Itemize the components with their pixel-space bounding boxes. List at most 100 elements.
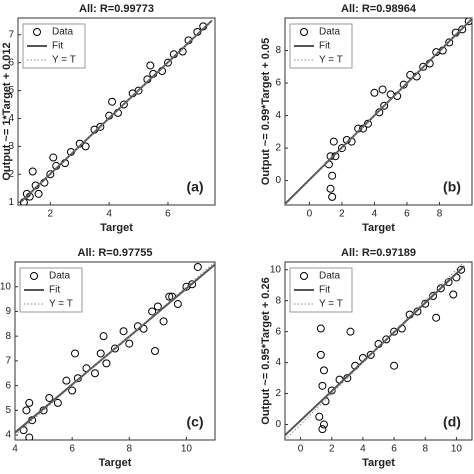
data-point xyxy=(119,327,128,336)
data-point xyxy=(119,100,128,109)
x-tick-label: 10 xyxy=(451,444,463,455)
data-point xyxy=(359,124,368,133)
data-point xyxy=(399,80,408,89)
y-axis-label: Output ~= 0.95*Target + 0.26 xyxy=(260,277,272,424)
data-point xyxy=(380,101,389,110)
data-point xyxy=(444,278,453,287)
title: All: R=0.98964 xyxy=(341,3,417,15)
data-point xyxy=(45,393,54,402)
data-point xyxy=(46,170,55,179)
panel-label-box xyxy=(436,177,468,199)
y-tick-label: 2 xyxy=(275,143,281,154)
plot-content xyxy=(285,262,466,440)
legend-label: Fit xyxy=(52,41,63,52)
legend-marker xyxy=(300,272,308,280)
data-point xyxy=(329,137,338,146)
legend-label: Data xyxy=(49,271,71,282)
fit-line xyxy=(15,263,215,434)
x-tick-label: 2 xyxy=(339,209,345,220)
data-point xyxy=(449,290,458,299)
legend-label: Fit xyxy=(319,285,330,296)
data-point xyxy=(22,406,31,415)
x-tick-label: 4 xyxy=(372,209,378,220)
data-point xyxy=(68,386,77,395)
fit-line xyxy=(285,18,472,205)
data-point xyxy=(73,374,82,383)
data-point xyxy=(343,374,352,383)
legend-label: Y = T xyxy=(319,55,343,66)
legend-label: Y = T xyxy=(319,299,343,310)
data-point xyxy=(457,265,466,274)
panel: All: R=0.97189 Target Output ~= 0.95*Targe… xyxy=(260,247,473,469)
data-point xyxy=(382,335,391,344)
y-tick-label: 1 xyxy=(8,197,14,208)
x-tick-label: 10 xyxy=(181,444,193,455)
data-point xyxy=(458,25,467,34)
x-axis-label: Target xyxy=(100,222,133,234)
y-tick-label: 6 xyxy=(8,57,14,68)
data-point xyxy=(316,324,325,333)
data-point xyxy=(151,347,159,355)
title: All: R=0.97755 xyxy=(78,247,153,259)
y-tick-label: 4 xyxy=(8,113,14,124)
data-point xyxy=(49,153,58,162)
x-tick-label: 0 xyxy=(298,444,304,455)
data-point xyxy=(159,317,168,326)
y-tick-label: 0 xyxy=(275,175,281,186)
y-tick-label: 4 xyxy=(275,110,281,121)
data-point xyxy=(432,313,441,322)
x-tick-label: 8 xyxy=(127,444,133,455)
legend-label: Y = T xyxy=(52,55,76,66)
x-tick-label: 6 xyxy=(404,209,410,220)
plot-content xyxy=(15,262,215,440)
data-point xyxy=(102,359,111,368)
data-point xyxy=(419,62,428,71)
legend-label: Y = T xyxy=(49,299,73,310)
panel-label-box xyxy=(436,412,468,434)
data-point xyxy=(71,349,79,358)
y-axis-label: Output ~= 0.99*Target + 0.05 xyxy=(260,38,272,185)
y-tick-label: 7 xyxy=(5,356,11,367)
data-point xyxy=(99,332,108,341)
data-point xyxy=(346,327,355,336)
data-point xyxy=(111,344,119,353)
panel: All: R=0.98964 Target Output ~= 0.99*Targe… xyxy=(260,3,473,234)
data-point xyxy=(146,61,155,70)
y-tick-label: 5 xyxy=(5,405,11,416)
x-axis-label: Target xyxy=(362,222,395,234)
x-tick-label: 2 xyxy=(48,209,54,220)
data-point xyxy=(316,350,325,359)
y-tick-label: 7 xyxy=(8,29,14,40)
data-point xyxy=(370,88,379,97)
data-point xyxy=(375,108,384,117)
data-point xyxy=(319,366,328,375)
y-tick-label: 10 xyxy=(0,281,11,292)
data-point xyxy=(319,420,328,429)
panel-label-box xyxy=(179,177,211,199)
x-tick-label: 2 xyxy=(329,444,335,455)
data-point xyxy=(163,58,172,67)
title: All: R=0.97189 xyxy=(341,247,416,259)
y-tick-label: 6 xyxy=(275,326,281,337)
legend-label: Data xyxy=(319,271,341,282)
data-point xyxy=(81,142,90,151)
x-tick-label: 0 xyxy=(307,209,313,220)
data-point xyxy=(328,171,337,180)
data-point xyxy=(25,433,34,440)
data-point xyxy=(165,292,174,301)
y-tick-label: 2 xyxy=(8,169,14,180)
y-tick-label: 0 xyxy=(275,419,281,430)
title: All: R=0.99773 xyxy=(79,3,154,15)
data-point xyxy=(318,381,327,390)
data-point xyxy=(366,350,375,359)
data-point xyxy=(315,412,324,421)
data-point xyxy=(125,339,134,348)
x-tick-label: 4 xyxy=(360,444,366,455)
y-tick-label: 9 xyxy=(5,306,11,317)
data-point xyxy=(337,144,346,153)
data-point xyxy=(148,307,157,316)
y-tick-label: 4 xyxy=(5,430,11,441)
panel-label-box xyxy=(179,412,211,434)
y-tick-label: 2 xyxy=(275,388,281,399)
